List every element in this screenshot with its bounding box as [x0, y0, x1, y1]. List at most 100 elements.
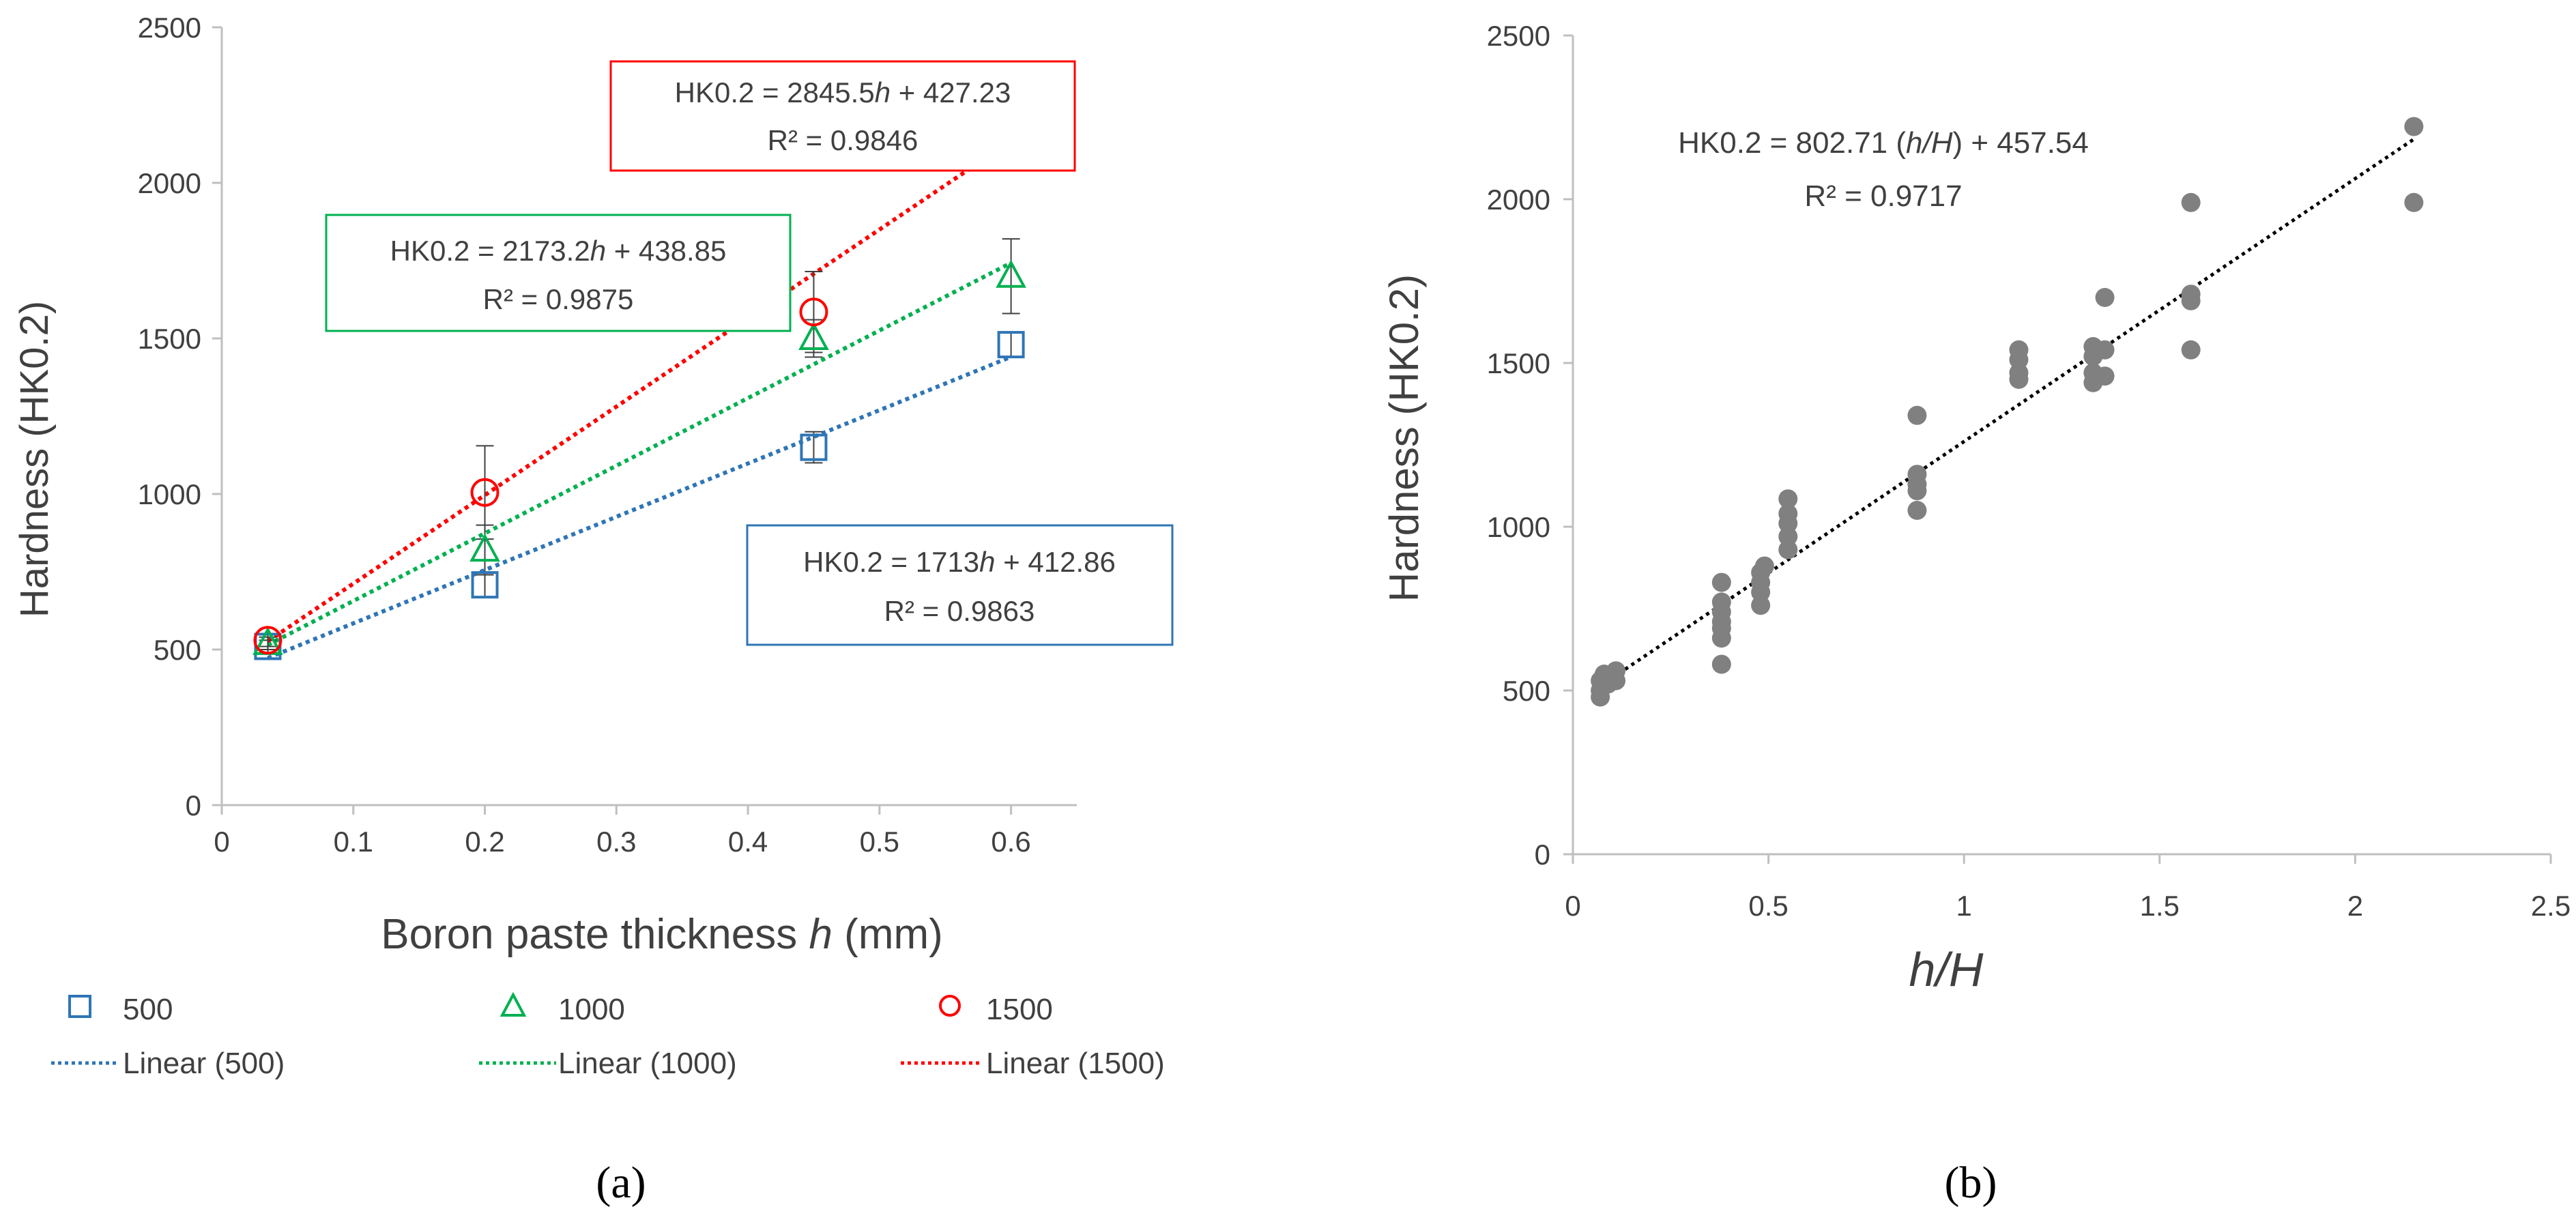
- marker-1500: [470, 478, 500, 507]
- chart-b-x-tick-label: 2.5: [2531, 890, 2571, 922]
- equation-1500: HK0.2 = 2845.5h + 427.23: [675, 76, 1011, 108]
- chart-b-equation: HK0.2 = 802.71 (h/H) + 457.54: [1678, 126, 2089, 160]
- chart-a-x-tick-label: 0.1: [334, 826, 373, 858]
- equation-box-1500-frame: [609, 60, 1076, 172]
- trendline-1500: [266, 139, 1013, 643]
- chart-a-x-tick-label: 0.3: [596, 826, 636, 858]
- legend-item-linear-1000: Linear (1000): [479, 1047, 737, 1080]
- legend-label-500: 500: [123, 993, 173, 1026]
- data-point: [1778, 504, 1798, 523]
- panel-label-a: (a): [596, 1158, 646, 1208]
- equation-1000: HK0.2 = 2173.2h + 438.85: [390, 235, 727, 267]
- chart-a-y-tick-label: 500: [154, 634, 201, 666]
- equation-box-1500: HK0.2 = 2845.5h + 427.23 R² = 0.9846: [609, 60, 1076, 172]
- data-point: [1778, 540, 1798, 559]
- chart-a-x-axis-label: Boron paste thickness h (mm): [381, 911, 943, 958]
- marker-1000: [996, 259, 1026, 288]
- marker-1500: [799, 297, 828, 327]
- chart-a-y-tick-label: 2500: [138, 12, 201, 44]
- chart-a-y-tick-label: 1000: [138, 478, 201, 510]
- chart-b-trendline: [1599, 137, 2415, 688]
- legend-label-1500: 1500: [986, 993, 1053, 1026]
- trendline-1000: [267, 261, 1012, 647]
- legend-marker-triangle: [500, 991, 527, 1017]
- marker-1000: [798, 321, 829, 350]
- equation-box-1000: HK0.2 = 2173.2h + 438.85 R² = 0.9875: [325, 214, 792, 332]
- data-point: [1907, 405, 1927, 425]
- chart-b-y-tick-label: 2500: [1487, 20, 1550, 52]
- equation-500: HK0.2 = 1713h + 412.86: [803, 546, 1116, 578]
- r2-500: R² = 0.9863: [884, 595, 1035, 627]
- legend-marker-circle: [939, 995, 961, 1017]
- chart-b-x-axis-label: h/H: [1909, 943, 1984, 996]
- chart-b: 0 500 1000 1500 2000 2500 0 0.5 1 1.5 2 2.5 HK0.2 =…: [1381, 20, 2571, 1208]
- trendline-500: [267, 355, 1012, 660]
- data-point: [2181, 285, 2201, 304]
- chart-a-y-tick-label: 0: [186, 789, 201, 821]
- data-point: [1711, 592, 1731, 612]
- marker-500: [997, 331, 1025, 359]
- data-point: [1907, 465, 1927, 484]
- data-point: [1907, 501, 1927, 520]
- data-point: [1606, 671, 1626, 690]
- marker-500: [800, 433, 828, 461]
- chart-a-legend: 500 1000 1500 Linear (500) Linear (1000)…: [51, 991, 1165, 1080]
- data-point: [2095, 340, 2115, 360]
- chart-b-x-tick-label: 2: [2347, 890, 2363, 922]
- marker-500: [471, 571, 499, 599]
- chart-b-x-tick-label: 0: [1565, 890, 1580, 922]
- chart-a-x-tick-label: 0.6: [991, 826, 1030, 858]
- legend-item-linear-500: Linear (500): [51, 1047, 285, 1080]
- chart-b-trendline-line: [1599, 137, 2415, 688]
- r2-1500: R² = 0.9846: [768, 124, 918, 156]
- data-point: [2009, 340, 2029, 360]
- legend-label-1000: 1000: [558, 993, 625, 1026]
- data-point: [2095, 288, 2115, 307]
- chart-b-x-tick-label: 1.5: [2140, 890, 2180, 922]
- legend-item-1000: 1000: [500, 991, 625, 1026]
- equation-box-500: HK0.2 = 1713h + 412.86 R² = 0.9863: [746, 524, 1174, 646]
- chart-b-x-tick-label: 0.5: [1748, 890, 1788, 922]
- chart-b-y-tick-label: 1500: [1487, 347, 1550, 379]
- data-point: [2404, 192, 2424, 212]
- chart-a-x-tick-label: 0.5: [860, 826, 899, 858]
- chart-a-y-tick-label: 2000: [138, 167, 201, 199]
- panel-label-b: (b): [1945, 1158, 1997, 1208]
- chart-a-y-axis-label: Hardness (HK0.2): [12, 301, 57, 617]
- chart-b-y-tick-label: 0: [1535, 839, 1550, 871]
- chart-b-y-tick-label: 1000: [1487, 511, 1550, 543]
- data-point: [1751, 596, 1771, 615]
- chart-a-x-tick-label: 0.4: [728, 826, 768, 858]
- legend-label-linear-500: Linear (500): [123, 1047, 285, 1080]
- chart-b-y-tick-label: 500: [1503, 675, 1550, 707]
- data-point: [2095, 366, 2115, 386]
- chart-a-axes: [220, 27, 1077, 806]
- data-point: [2009, 363, 2029, 383]
- legend-label-linear-1000: Linear (1000): [558, 1047, 737, 1080]
- chart-b-ticks: 0 500 1000 1500 2000 2500 0 0.5 1 1.5 2 2.5: [1487, 20, 2571, 922]
- marker-1500: [253, 626, 283, 655]
- data-point: [2181, 340, 2201, 360]
- chart-b-points: [1591, 117, 2424, 707]
- chart-b-axes: [1572, 35, 2551, 856]
- chart-b-r2: R² = 0.9717: [1804, 179, 1962, 213]
- equation-box-1000-frame: [325, 214, 792, 332]
- legend-item-1500: 1500: [939, 993, 1053, 1026]
- data-point: [2181, 192, 2201, 212]
- data-point: [1778, 489, 1798, 509]
- data-point: [2404, 117, 2424, 136]
- chart-a-trendlines: [266, 139, 1013, 660]
- data-point: [1754, 556, 1774, 576]
- data-point: [1711, 654, 1731, 674]
- legend-item-linear-1500: Linear (1500): [901, 1047, 1165, 1080]
- legend-item-500: 500: [68, 993, 173, 1026]
- equation-box-500-frame: [746, 524, 1174, 646]
- legend-label-linear-1500: Linear (1500): [986, 1047, 1165, 1080]
- chart-a-y-tick-label: 1500: [138, 323, 201, 355]
- marker-1000: [469, 533, 500, 562]
- chart-a-x-tick-label: 0.2: [465, 826, 504, 858]
- chart-a-ticks: 0 500 1000 1500 2000 2500 0 0.1 0.2 0.3 0.4 0.5 0.6: [138, 12, 1031, 858]
- data-point: [1778, 527, 1798, 547]
